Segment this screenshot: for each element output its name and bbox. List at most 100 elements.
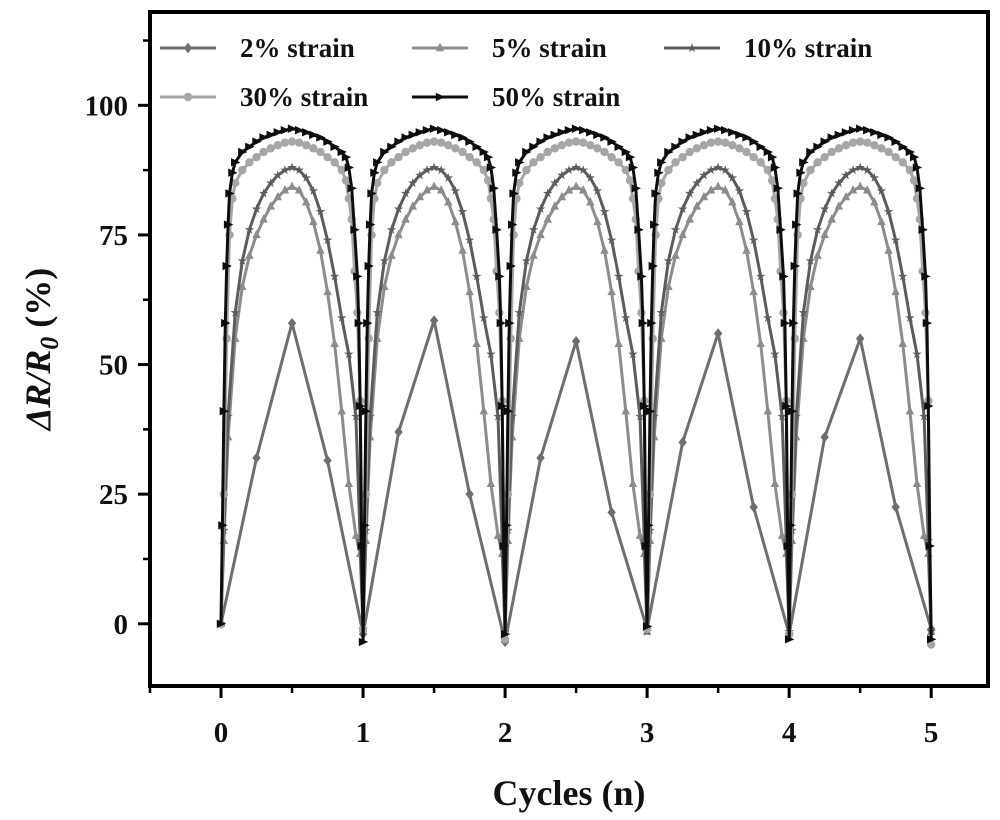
- data-point-10-strain: [479, 312, 489, 322]
- y-axis-title: ΔR/R0 (%): [18, 268, 64, 433]
- data-point-10-strain: [621, 312, 631, 322]
- legend-swatch-marker: [183, 92, 193, 102]
- data-point-30-strain: [692, 144, 702, 153]
- series-10-strain: [216, 162, 936, 636]
- data-point-50-strain: [499, 541, 509, 551]
- data-point-10-strain: [521, 255, 532, 265]
- data-point-50-strain: [218, 521, 228, 530]
- data-point-50-strain: [579, 126, 589, 135]
- data-point-10-strain: [386, 224, 397, 234]
- series-line-30-strain: [219, 140, 933, 645]
- x-tick-label: 1: [356, 717, 371, 749]
- data-point-10-strain: [251, 204, 262, 214]
- data-point-5-strain: [870, 197, 879, 206]
- data-point-5-strain: [550, 201, 559, 210]
- data-point-30-strain: [564, 138, 574, 147]
- data-point-30-strain: [685, 147, 694, 157]
- data-point-50-strain: [465, 137, 475, 146]
- data-point-30-strain: [891, 152, 900, 162]
- data-point-50-strain: [735, 130, 745, 140]
- data-point-5-strain: [742, 245, 751, 254]
- data-point-30-strain: [479, 165, 488, 175]
- data-point-5-strain: [635, 530, 645, 539]
- data-point-5-strain: [813, 250, 822, 259]
- data-point-50-strain: [834, 130, 845, 140]
- y-axis-title-subscript: 0: [35, 337, 64, 350]
- data-point-50-strain: [387, 142, 397, 151]
- data-point-30-strain: [483, 176, 493, 185]
- data-point-10-strain: [876, 185, 887, 195]
- series-line-2-strain: [219, 319, 933, 644]
- data-point-50-strain: [863, 126, 873, 135]
- plot-area: [216, 124, 937, 649]
- data-point-50-strain: [550, 130, 560, 140]
- data-point-30-strain: [341, 176, 351, 185]
- data-point-50-strain: [586, 128, 596, 137]
- data-point-5-strain: [912, 478, 922, 487]
- data-point-50-strain: [713, 124, 724, 133]
- data-point-5-strain: [564, 185, 574, 194]
- data-point-30-strain: [767, 176, 777, 185]
- series-2-strain: [216, 315, 936, 648]
- data-point-10-strain: [905, 312, 915, 322]
- data-point-50-strain: [506, 261, 516, 271]
- data-point-2-strain: [820, 431, 829, 443]
- data-point-10-strain: [415, 170, 425, 180]
- data-point-10-strain: [535, 204, 546, 214]
- data-point-30-strain: [579, 138, 588, 147]
- data-point-30-strain: [238, 165, 247, 175]
- data-point-50-strain: [222, 261, 232, 271]
- data-point-50-strain: [502, 521, 512, 530]
- data-point-50-strain: [266, 130, 276, 140]
- data-point-5-strain: [380, 281, 389, 290]
- data-point-10-strain: [372, 307, 383, 317]
- data-point-10-strain: [351, 411, 361, 421]
- data-point-10-strain: [557, 170, 567, 180]
- data-point-50-strain: [360, 521, 370, 530]
- data-point-5-strain: [408, 201, 417, 210]
- data-point-10-strain: [301, 172, 311, 182]
- data-point-10-strain: [649, 411, 659, 421]
- data-point-10-strain: [592, 185, 603, 195]
- data-point-10-strain: [344, 349, 354, 359]
- data-point-30-strain: [273, 141, 283, 150]
- data-point-30-strain: [728, 141, 737, 150]
- data-point-50-strain: [638, 318, 649, 328]
- data-point-10-strain: [692, 178, 702, 188]
- data-point-5-strain: [387, 250, 396, 259]
- data-point-50-strain: [505, 318, 515, 328]
- data-point-50-strain: [252, 137, 262, 146]
- data-point-50-strain: [373, 158, 383, 167]
- data-point-30-strain: [841, 141, 851, 150]
- data-point-30-strain: [625, 176, 635, 185]
- data-point-10-strain: [748, 235, 759, 245]
- data-point-30-strain: [529, 158, 538, 167]
- data-point-2-strain: [429, 315, 439, 326]
- data-point-5-strain: [479, 406, 488, 415]
- data-point-50-strain: [367, 189, 377, 198]
- data-point-30-strain: [699, 141, 709, 150]
- data-point-50-strain: [341, 152, 352, 162]
- data-point-50-strain: [773, 184, 783, 193]
- data-point-50-strain: [924, 401, 934, 411]
- data-point-30-strain: [550, 144, 559, 153]
- data-point-5-strain: [721, 185, 730, 194]
- data-point-30-strain: [465, 152, 474, 162]
- data-point-5-strain: [451, 216, 460, 226]
- data-point-50-strain: [806, 147, 816, 157]
- data-point-10-strain: [237, 255, 248, 265]
- data-point-30-strain: [905, 165, 915, 175]
- data-point-30-strain: [721, 138, 730, 147]
- data-point-30-strain: [408, 144, 417, 153]
- data-point-50-strain: [401, 133, 411, 142]
- data-point-10-strain: [883, 206, 894, 216]
- data-point-10-strain: [329, 271, 340, 281]
- y-tick-label: 100: [85, 90, 129, 122]
- data-point-50-strain: [593, 130, 603, 140]
- data-point-30-strain: [806, 165, 815, 175]
- data-point-10-strain: [613, 271, 624, 281]
- data-point-50-strain: [496, 318, 507, 328]
- data-point-50-strain: [350, 225, 360, 234]
